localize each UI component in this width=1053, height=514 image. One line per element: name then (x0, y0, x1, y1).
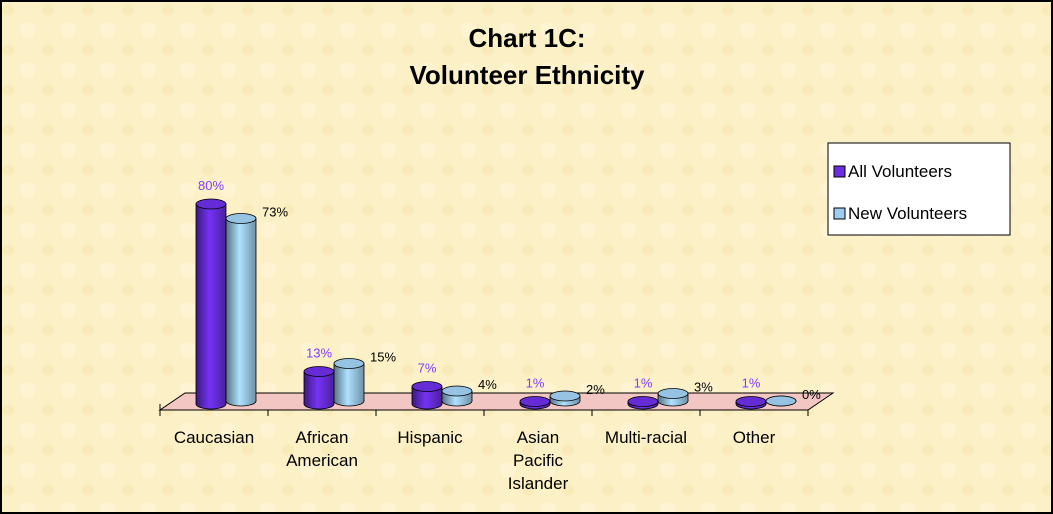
data-label: 2% (586, 382, 605, 397)
data-label: 0% (802, 387, 821, 402)
data-label: 80% (198, 178, 224, 193)
legend (827, 142, 1011, 236)
data-label: 13% (306, 346, 332, 361)
bar-top (627, 396, 659, 407)
x-tick-label: Asian Pacific Islander (508, 428, 569, 493)
legend-label: New Volunteers (848, 204, 967, 223)
bar-top (657, 388, 689, 399)
bar-top (333, 358, 365, 369)
x-tick-label: Multi-racial (605, 428, 687, 447)
legend-label: All Volunteers (848, 162, 952, 181)
x-tick-label: African American (286, 428, 358, 470)
bar (226, 218, 256, 401)
data-label: 73% (262, 205, 288, 220)
legend-swatch (833, 207, 846, 220)
bar-top (225, 213, 257, 224)
bar-outline (333, 363, 365, 401)
data-label: 1% (526, 376, 545, 391)
bar-outline (225, 218, 257, 401)
data-label: 7% (418, 361, 437, 376)
x-tick-label: Hispanic (397, 428, 463, 447)
data-label: 4% (478, 377, 497, 392)
bar (304, 371, 334, 404)
legend-swatch (833, 165, 846, 178)
bar-top (195, 198, 227, 210)
bar (334, 363, 364, 401)
floor (158, 392, 835, 411)
bar-top (441, 385, 473, 397)
data-label: 3% (694, 380, 713, 395)
data-label: 1% (742, 376, 761, 391)
bar (196, 204, 226, 404)
bar-top (765, 395, 797, 407)
bar-top (519, 396, 551, 407)
bar-top (411, 381, 443, 392)
data-label: 15% (370, 350, 396, 365)
bar-top (303, 366, 335, 377)
chart-title: Volunteer Ethnicity (410, 60, 646, 90)
bar-top (735, 396, 767, 407)
bar-top (549, 390, 581, 402)
bar-outline (441, 391, 473, 401)
x-tick-label: Other (733, 428, 776, 447)
x-tick-label: Caucasian (174, 428, 254, 447)
chart-title: Chart 1C: (468, 23, 585, 53)
data-label: 1% (634, 376, 653, 391)
